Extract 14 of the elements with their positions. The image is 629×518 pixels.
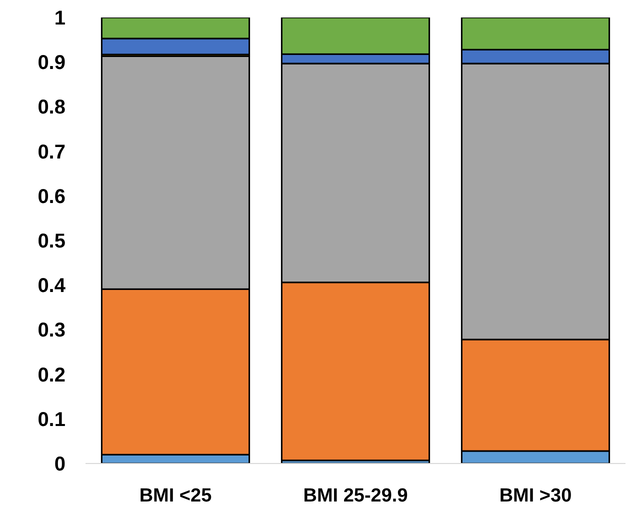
y-tick-label: 0.5 xyxy=(38,230,66,252)
y-tick-label: 0.9 xyxy=(38,52,66,74)
y-tick-label: 0.1 xyxy=(38,408,66,431)
x-tick-label: BMI <25 xyxy=(139,486,212,506)
y-tick-label: 0.7 xyxy=(38,141,66,164)
y-tick-label: 0 xyxy=(54,454,66,476)
y-tick-label: 1 xyxy=(54,8,66,30)
y-tick-label: 0.6 xyxy=(38,186,66,208)
y-tick-label: 0.3 xyxy=(38,320,66,342)
y-tick-label: 0.8 xyxy=(38,96,66,119)
x-tick-label: BMI 25-29.9 xyxy=(303,486,408,506)
x-tick-label: BMI >30 xyxy=(499,486,572,506)
y-tick-label: 0.4 xyxy=(38,275,66,298)
y-tick-label: 0.2 xyxy=(38,364,66,386)
